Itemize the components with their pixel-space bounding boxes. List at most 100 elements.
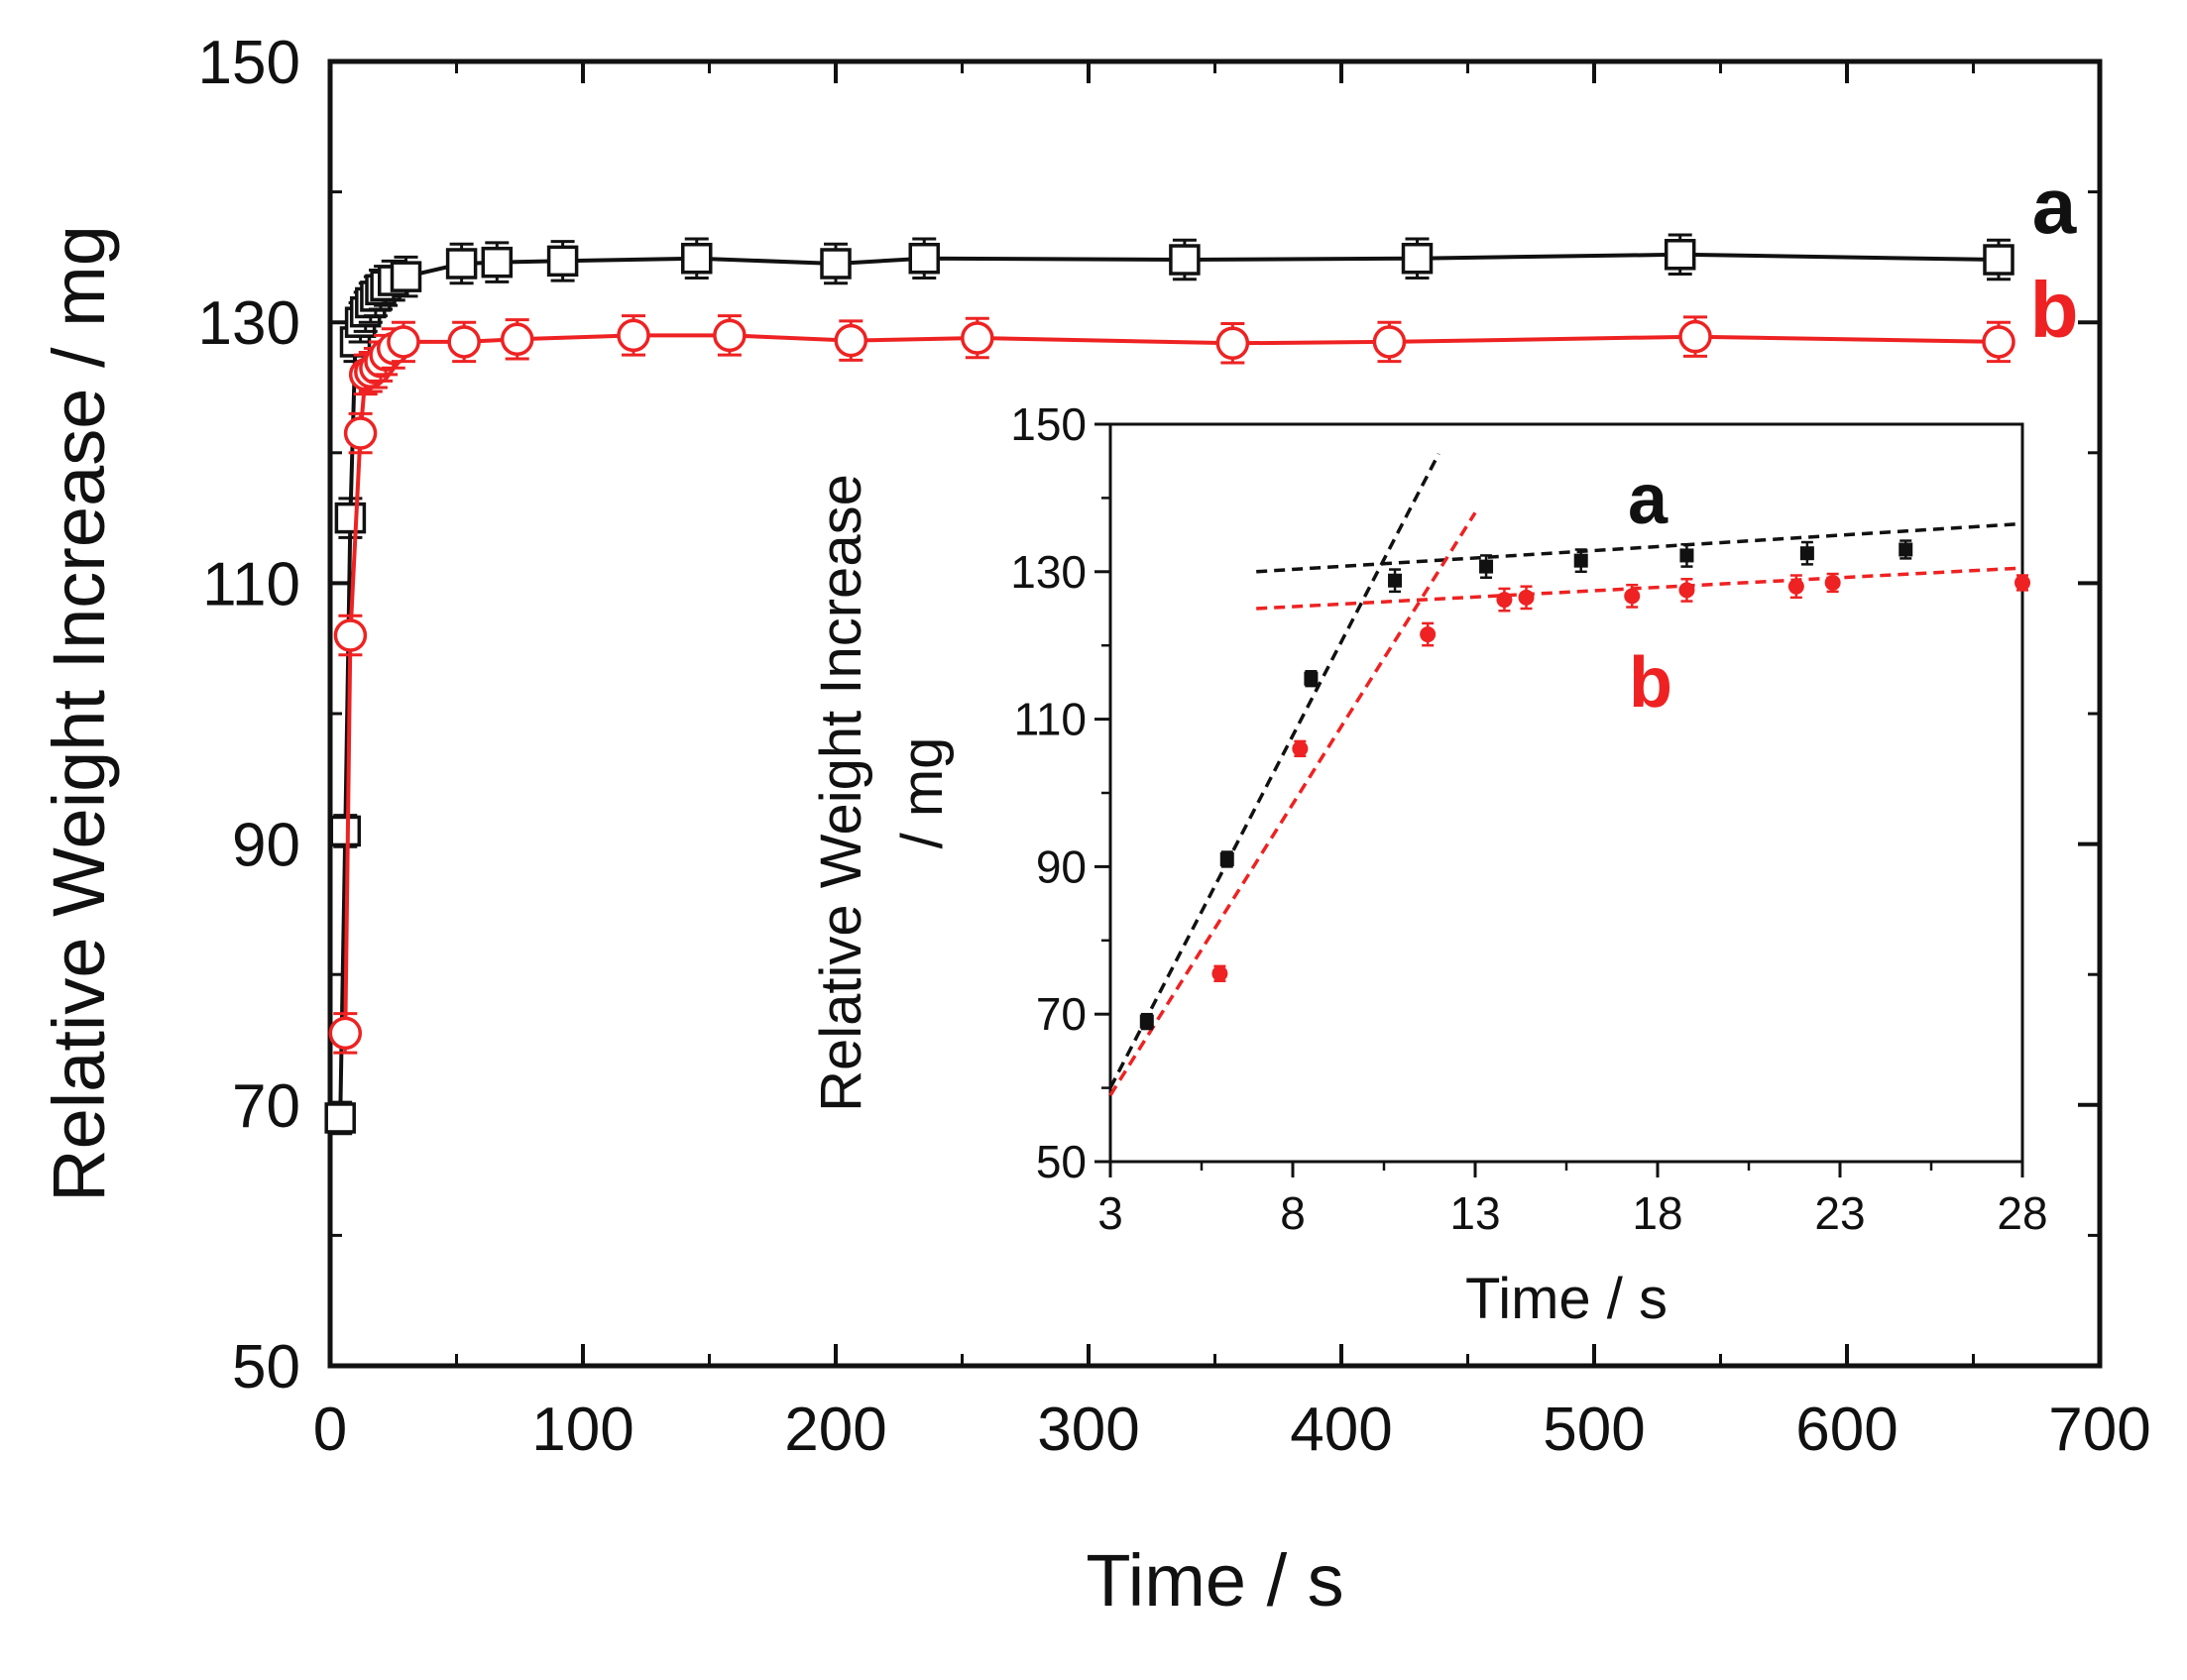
main-series-b-point — [1678, 319, 1712, 354]
inset-series-a-point — [1479, 559, 1494, 574]
main-series-b-point — [328, 1016, 363, 1051]
inset-chart: 3 8 13 18 23 28 50 70 90 110 130 150 Time / s Relat… — [809, 398, 2048, 1331]
main-y-tick-label: 110 — [202, 550, 300, 618]
inset-series-b-point — [1824, 574, 1841, 591]
inset-series-label-b: b — [1629, 643, 1672, 723]
inset-y-tick-label: 90 — [1036, 840, 1087, 892]
inset-series-a-point — [1679, 548, 1694, 563]
main-series-a-point — [390, 261, 422, 292]
inset-y-tick-label: 50 — [1036, 1136, 1087, 1187]
inset-y-tick-label: 130 — [1010, 546, 1087, 598]
main-series-b-point — [500, 322, 534, 357]
inset-x-tick-label: 8 — [1280, 1187, 1306, 1239]
main-x-tick-label: 200 — [784, 1396, 886, 1464]
inset-tick-labels: 3 8 13 18 23 28 50 70 90 110 130 150 — [1010, 398, 2047, 1239]
inset-fit-line-b — [1256, 566, 2023, 611]
inset-series-b-point — [1496, 592, 1513, 609]
main-series-a-point — [334, 502, 367, 534]
inset-fit-lines — [1108, 452, 2023, 1096]
main-series-a-point — [324, 1102, 356, 1134]
inset-series-a-point — [1388, 573, 1403, 588]
main-y-tick-label: 70 — [232, 1072, 300, 1141]
main-x-tick-label: 400 — [1290, 1396, 1392, 1464]
inset-fit-line-b — [1108, 511, 1477, 1096]
inset-series-b-point — [1787, 578, 1804, 595]
inset-fit-line-a — [1108, 452, 1440, 1089]
inset-series-label-a: a — [1628, 460, 1669, 539]
main-x-tick-label: 500 — [1543, 1396, 1645, 1464]
main-series-a-point — [546, 245, 579, 278]
main-series-b-point — [343, 416, 378, 450]
inset-y-axis-title-line2: / mg — [890, 737, 955, 849]
main-y-axis-title: Relative Weight Increase / mg — [38, 225, 120, 1202]
main-series-label-b: b — [2030, 266, 2079, 354]
main-series-b-point — [961, 321, 994, 355]
inset-plot-frame — [1108, 422, 2024, 1164]
inset-series-a-point — [1139, 1014, 1154, 1029]
inset-y-axis-title-line1: Relative Weight Increase — [809, 474, 873, 1112]
inset-series-b-point — [1624, 588, 1641, 605]
main-series-b-point — [1372, 325, 1407, 359]
inset-y-tick-label: 110 — [1014, 694, 1087, 745]
main-series-a-point — [445, 248, 478, 280]
inset-fit-line-a — [1256, 521, 2023, 574]
main-x-tick-label: 0 — [313, 1396, 347, 1464]
main-series — [324, 233, 2015, 1136]
main-x-tick-label: 700 — [2048, 1396, 2150, 1464]
main-series-a-point — [1169, 244, 1201, 276]
inset-x-tick-label: 13 — [1449, 1187, 1500, 1239]
inset-series-a-point — [1799, 546, 1814, 561]
main-chart: 0 100 200 300 400 500 600 700 50 70 90 110 130 150 Ti… — [38, 29, 2151, 1622]
inset-x-tick-label: 28 — [1997, 1187, 2047, 1239]
inset-series-b-point — [1420, 626, 1437, 643]
inset-series-a — [1139, 539, 1913, 1031]
inset-y-tick-label: 70 — [1036, 988, 1087, 1040]
main-series-a-point — [481, 246, 514, 279]
main-x-tick-label: 600 — [1795, 1396, 1898, 1464]
main-y-tick-label: 150 — [198, 29, 300, 97]
inset-x-tick-label: 18 — [1632, 1187, 1682, 1239]
inset-series-a-point — [1219, 851, 1234, 866]
main-series-b-point — [617, 318, 650, 353]
main-y-tick-label: 90 — [232, 812, 300, 880]
main-tick-labels: 0 100 200 300 400 500 600 700 50 70 90 110 130 150 — [198, 29, 2151, 1464]
main-series-b-point — [1982, 325, 2015, 359]
main-series-a-point — [1401, 242, 1434, 275]
inset-series — [1139, 539, 2030, 1031]
inset-series-b-point — [1211, 965, 1228, 982]
inset-series-b — [1211, 572, 2030, 982]
main-y-tick-label: 50 — [232, 1333, 300, 1401]
main-series-a-point — [1983, 244, 2014, 276]
main-series-a — [324, 233, 2014, 1136]
inset-series-a-point — [1899, 542, 1913, 557]
main-series-b-point — [333, 618, 368, 652]
main-series-b-point — [447, 325, 481, 359]
main-series-b-point — [387, 325, 420, 359]
inset-series-b-point — [1678, 582, 1695, 599]
inset-series-a-point — [1573, 553, 1588, 568]
inset-x-tick-label: 23 — [1814, 1187, 1865, 1239]
inset-series-b-point — [1518, 589, 1535, 606]
main-series-b — [328, 314, 2015, 1055]
main-series-a-point — [329, 815, 362, 847]
main-series-a-point — [908, 242, 940, 275]
main-series-a-point — [1664, 239, 1696, 271]
inset-x-tick-label: 3 — [1097, 1187, 1123, 1239]
main-series-label-a: a — [2032, 162, 2077, 250]
inset-ticks — [1094, 422, 2024, 1177]
main-x-tick-label: 100 — [531, 1396, 633, 1464]
main-series-a-point — [820, 248, 852, 280]
inset-series-b-point — [2014, 574, 2030, 591]
main-series-b-point — [834, 323, 868, 358]
main-series-a-point — [681, 242, 713, 275]
main-series-b-point — [713, 318, 747, 353]
inset-series-b-point — [1292, 740, 1309, 757]
inset-y-tick-label: 150 — [1010, 398, 1087, 450]
main-series-b-point — [1215, 326, 1250, 361]
inset-series-a-point — [1304, 671, 1319, 686]
main-x-tick-label: 300 — [1037, 1396, 1139, 1464]
main-y-tick-label: 130 — [198, 289, 300, 358]
inset-x-axis-title: Time / s — [1465, 1267, 1668, 1331]
main-x-axis-title: Time / s — [1086, 1539, 1343, 1622]
